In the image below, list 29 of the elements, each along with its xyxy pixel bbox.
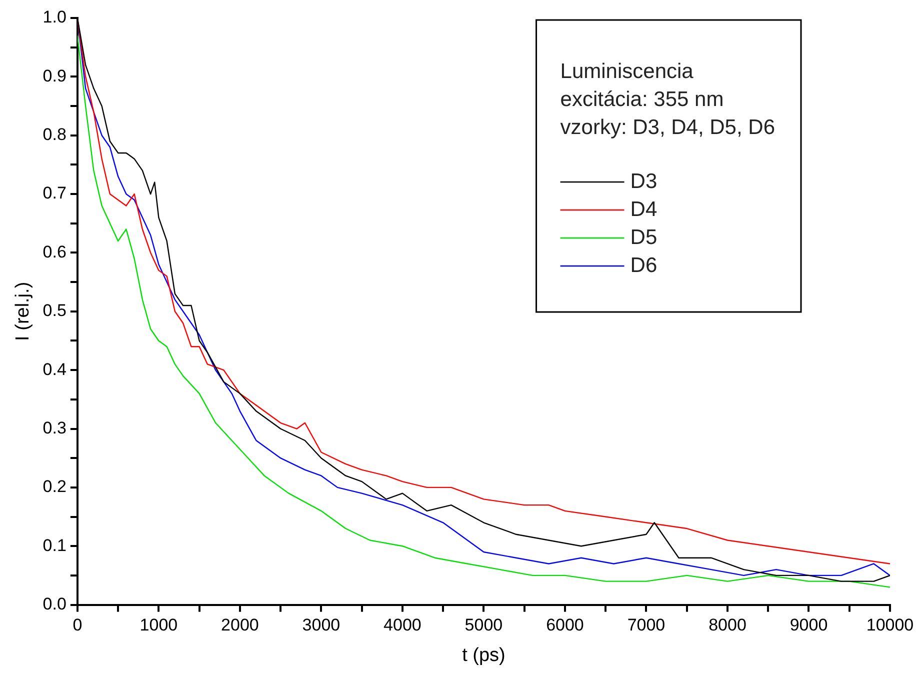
x-tick-label: 2000 xyxy=(221,616,259,635)
y-tick-label: 0.7 xyxy=(42,184,66,203)
legend-label: D3 xyxy=(630,170,658,193)
y-tick-label: 0.6 xyxy=(42,242,66,262)
x-tick-label: 3000 xyxy=(302,616,340,635)
y-tick-label: 0.9 xyxy=(42,66,66,86)
y-tick-label: 0.3 xyxy=(42,418,66,438)
x-tick-label: 0 xyxy=(72,616,82,635)
y-tick-label: 1.0 xyxy=(42,8,66,27)
x-tick-label: 7000 xyxy=(627,616,666,635)
x-tick-label: 8000 xyxy=(708,616,746,635)
x-tick-label: 1000 xyxy=(140,616,178,635)
y-axis-title: I (rel.j.) xyxy=(12,282,34,341)
legend-label: D5 xyxy=(630,226,658,249)
legend-label: D6 xyxy=(630,254,658,277)
y-tick-label: 0.0 xyxy=(42,594,66,614)
x-axis-title: t (ps) xyxy=(462,644,506,666)
y-tick-label: 0.5 xyxy=(42,301,66,320)
y-tick-label: 0.1 xyxy=(42,536,66,555)
x-tick-label: 6000 xyxy=(546,616,584,635)
x-tick-label: 5000 xyxy=(464,616,503,635)
x-tick-label: 10000 xyxy=(866,616,914,635)
x-tick-label: 9000 xyxy=(790,616,828,635)
legend-label: D4 xyxy=(630,198,658,221)
x-tick-label: 4000 xyxy=(384,616,422,635)
y-tick-label: 0.2 xyxy=(42,477,66,496)
legend-title: Luminiscencia excitácia: 355 nm vzorky: D3, D4, D5, D6 xyxy=(560,60,776,139)
y-tick-label: 0.4 xyxy=(42,360,66,379)
y-tick-label: 0.8 xyxy=(42,125,66,144)
